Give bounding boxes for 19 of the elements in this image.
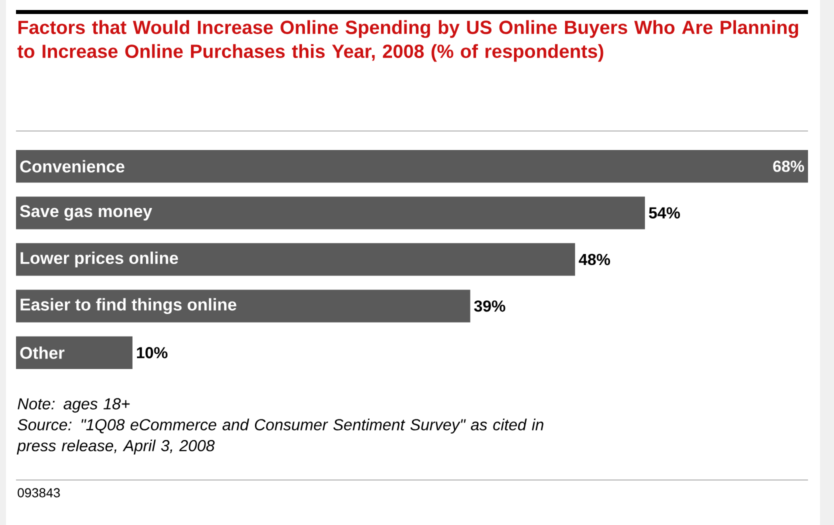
y-tick-label: Lower prices online bbox=[20, 252, 178, 268]
chart-title: Factors that Would Increase Online Spending by US Online Buyers Who Are Planning to Increase Online Purchases this Year, 2008 (% of respondents) bbox=[17, 20, 798, 62]
bar bbox=[16, 290, 470, 322]
y-tick-label: Convenience bbox=[20, 160, 124, 173]
data-label: 48% bbox=[578, 254, 610, 266]
bar bbox=[16, 336, 132, 369]
text: 093843 bbox=[18, 488, 60, 498]
y-tick-label: Save gas money bbox=[20, 205, 152, 221]
bar bbox=[16, 196, 645, 230]
data-label: 39% bbox=[474, 300, 506, 312]
bar bbox=[16, 150, 808, 183]
data-label: 68% bbox=[773, 160, 804, 172]
y-tick-label: Other bbox=[20, 346, 64, 359]
text: Note: ages 18+ bbox=[18, 398, 130, 413]
source-note: Source: "1Q08 eCommerce and Consumer Sentiment Survey" as cited in press release, April 3, 2008 bbox=[16, 418, 544, 454]
data-label: 54% bbox=[648, 207, 680, 219]
bar bbox=[16, 243, 576, 276]
data-label: 10% bbox=[137, 347, 168, 358]
y-tick-label: Easier to find things online bbox=[20, 298, 236, 314]
